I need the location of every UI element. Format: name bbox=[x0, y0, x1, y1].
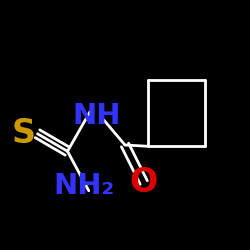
Text: S: S bbox=[12, 117, 36, 150]
Text: NH₂: NH₂ bbox=[53, 172, 114, 200]
Text: NH: NH bbox=[72, 102, 120, 130]
Text: O: O bbox=[130, 166, 158, 199]
